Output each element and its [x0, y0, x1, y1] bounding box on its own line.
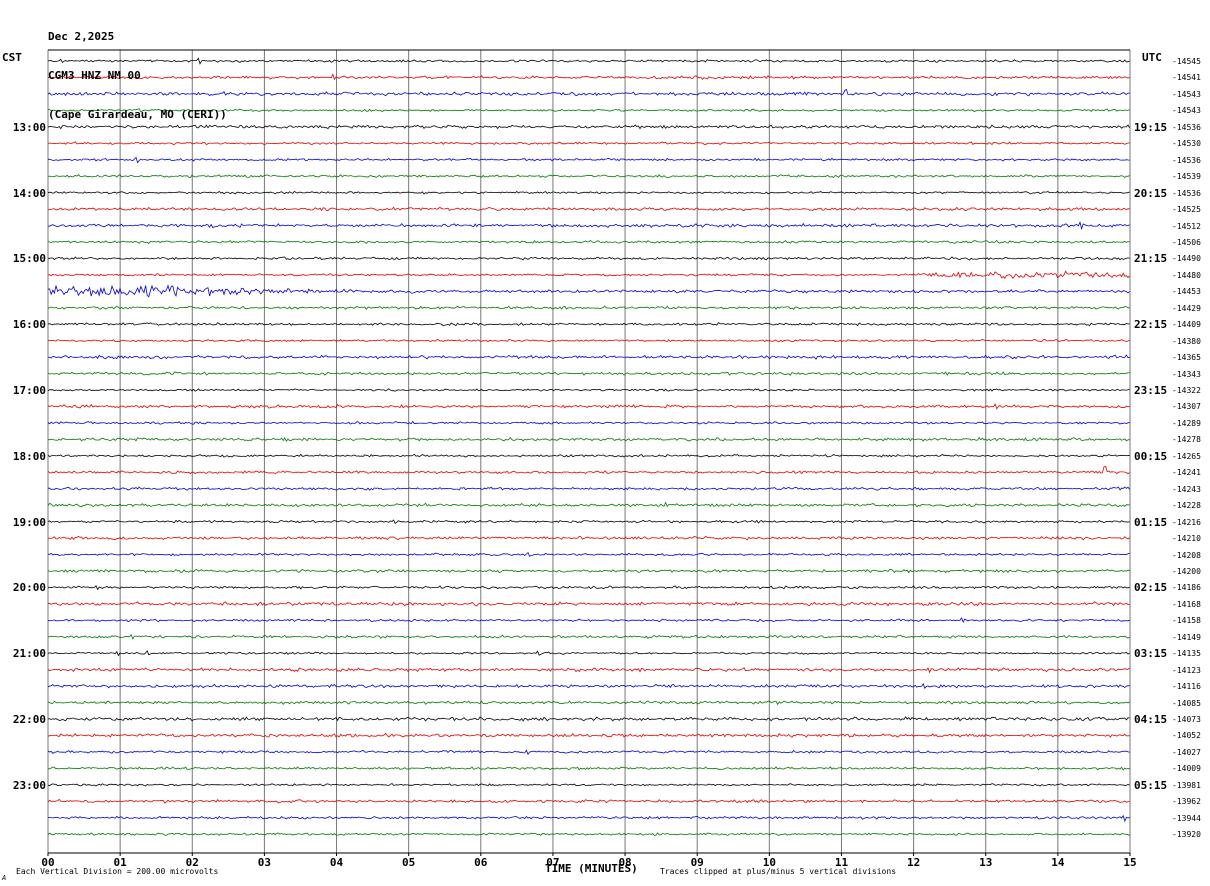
seismogram-trace-row-8 [47, 174, 1130, 179]
seismogram-trace-row-18 [47, 338, 1130, 343]
seismogram-trace-row-35 [47, 617, 1130, 624]
seismogram-trace-row-20 [47, 371, 1130, 376]
seismogram-trace-row-41 [47, 716, 1130, 722]
seismogram-trace-row-34 [47, 601, 1130, 607]
seismogram-trace-row-44 [47, 766, 1130, 771]
seismogram-trace-row-45 [47, 783, 1130, 787]
seismogram-trace-row-33 [47, 584, 1130, 591]
seismogram-trace-row-38 [47, 667, 1130, 674]
corner-logo: A [2, 874, 7, 882]
seismogram-trace-row-23 [47, 420, 1130, 425]
seismogram-trace-row-46 [47, 798, 1130, 804]
seismogram-trace-row-29 [47, 519, 1130, 525]
seismogram-trace-row-7 [48, 156, 1130, 164]
right-axis-title: UTC [1142, 51, 1162, 64]
seismogram-trace-row-37 [47, 650, 1130, 657]
seismogram-trace-row-9 [47, 190, 1130, 195]
seismogram-trace-row-28 [47, 501, 1130, 508]
header-station: CGM3 HNZ NM 00 [48, 69, 141, 82]
header-date: Dec 2,2025 [48, 30, 115, 43]
seismogram-trace-row-48 [47, 832, 1130, 836]
seismogram-trace-row-42 [47, 732, 1130, 738]
seismogram-trace-row-16 [47, 305, 1130, 310]
left-axis-title: CST [2, 51, 22, 64]
seismogram-trace-row-43 [47, 749, 1130, 755]
seismogram-trace-row-25 [47, 453, 1130, 458]
seismogram-trace-row-11 [47, 221, 1130, 231]
seismogram-trace-row-6 [47, 141, 1130, 146]
seismogram-trace-row-39 [47, 682, 1130, 690]
footer-scale-note: Each Vertical Division = 200.00 microvol… [16, 867, 219, 876]
seismogram-trace-row-36 [47, 633, 1130, 640]
x-axis-title: TIME (MINUTES) [545, 862, 638, 875]
seismogram-trace-row-15 [47, 284, 1130, 298]
seismogram-trace-row-1 [47, 57, 1130, 65]
seismogram-trace-row-27 [47, 486, 1130, 491]
seismogram-trace-row-13 [47, 256, 1130, 261]
seismogram-trace-row-21 [47, 388, 1130, 392]
seismogram-trace-row-5 [47, 124, 1130, 130]
seismogram-trace-row-2 [47, 73, 1130, 81]
seismogram-trace-row-24 [48, 436, 1130, 442]
seismogram-trace-row-22 [47, 403, 1130, 410]
header: Dec 2,2025 CGM3 HNZ NM 00 (Cape Girardea… [48, 4, 227, 147]
header-location: (Cape Girardeau, MO (CERI)) [48, 108, 227, 121]
seismogram-trace-row-30 [47, 535, 1130, 541]
seismogram-trace-row-12 [47, 239, 1130, 245]
seismogram-trace-row-4 [47, 108, 1130, 113]
seismogram-trace-row-19 [47, 354, 1130, 360]
seismogram-trace-row-14 [47, 270, 1130, 279]
seismogram-trace-row-31 [47, 551, 1130, 557]
seismogram-trace-row-10 [47, 206, 1130, 212]
footer-clip-note: Traces clipped at plus/minus 5 vertical … [660, 867, 897, 876]
seismogram-trace-row-3 [47, 88, 1130, 97]
seismogram-trace-row-47 [47, 814, 1130, 823]
seismogram-trace-row-26 [47, 466, 1130, 475]
seismogram-trace-row-32 [47, 568, 1130, 574]
seismogram-trace-row-17 [47, 322, 1130, 327]
seismogram-trace-row-40 [47, 700, 1130, 706]
